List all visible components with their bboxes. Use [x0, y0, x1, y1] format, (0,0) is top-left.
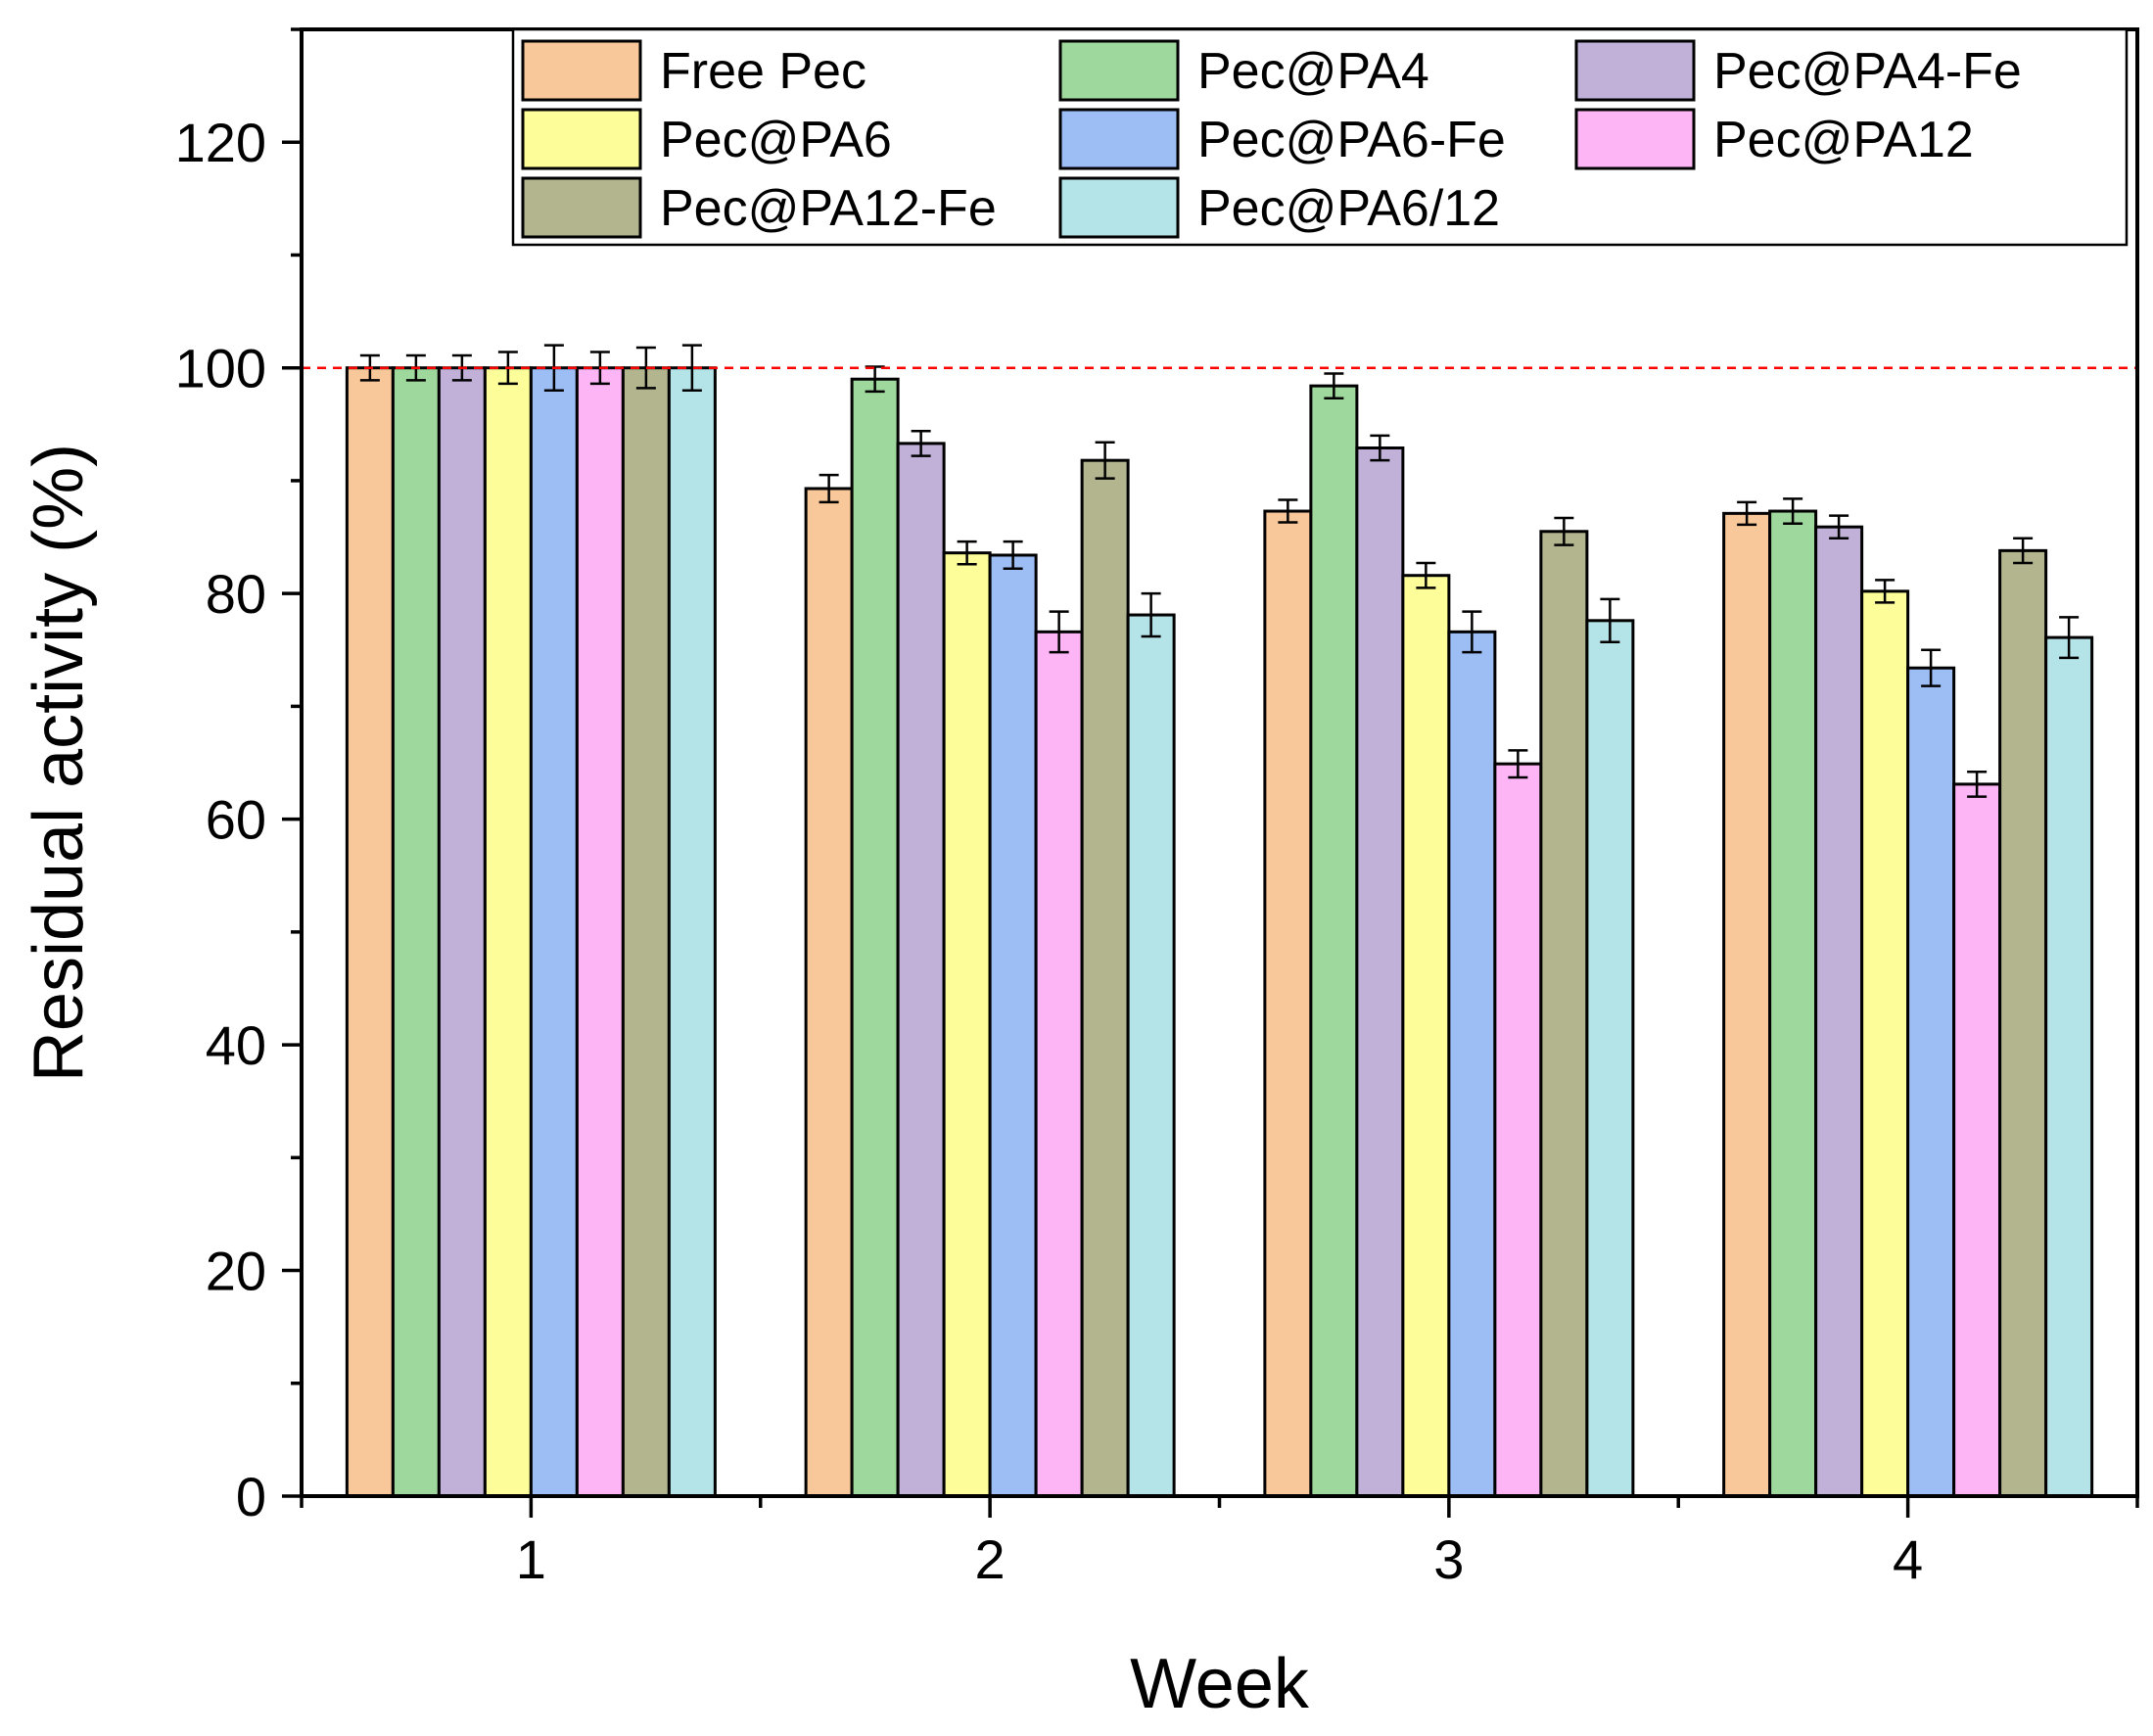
bar-week2-free-pec: [804, 487, 854, 1498]
bar-week2-pec-pa6: [942, 551, 992, 1498]
error-bar-week3-free-pec: [1278, 498, 1298, 524]
y-tick-label-20: 20: [206, 1241, 266, 1302]
error-bar-week4-pec-pa4-fe: [1829, 514, 1849, 540]
bar-week3-pec-pa6-fe: [1447, 630, 1497, 1498]
error-bar-week3-pec-pa4: [1324, 372, 1344, 400]
y-axis-title: Residual activity (%): [20, 444, 98, 1082]
x-tick-label-1: 1: [516, 1528, 546, 1590]
bar-week3-pec-pa4-fe: [1355, 446, 1405, 1498]
bar-group: [345, 366, 2094, 1498]
error-bar-week3-pec-pa12-fe: [1554, 516, 1574, 546]
bar-week4-pec-pa12: [1952, 782, 2002, 1498]
bar-week4-pec-pa4-fe: [1814, 525, 1864, 1498]
legend-swatch-pec-pa12-fe: [521, 176, 642, 239]
x-tick-label-4: 4: [1893, 1528, 1923, 1590]
error-bar-week3-pec-pa6-fe: [1462, 610, 1482, 654]
error-bar-week3-pec-pa6: [1416, 561, 1436, 589]
bar-week3-pec-pa12: [1493, 762, 1543, 1498]
error-bar-week4-pec-pa12: [1967, 770, 1988, 798]
bar-week3-free-pec: [1263, 509, 1313, 1498]
bar-week2-pec-pa4-fe: [896, 442, 946, 1498]
error-bar-week1-pec-pa12-fe: [635, 346, 656, 390]
legend-label-pec-pa6-12: Pec@PA6/12: [1197, 180, 1500, 237]
bar-week4-pec-pa6: [1860, 589, 1910, 1498]
legend-swatch-pec-pa4: [1058, 39, 1180, 102]
bar-week1-pec-pa12: [575, 366, 625, 1498]
legend-label-pec-pa4-fe: Pec@PA4-Fe: [1713, 43, 2022, 100]
bar-week4-pec-pa4: [1768, 509, 1818, 1498]
bar-week1-pec-pa6: [483, 366, 533, 1498]
bar-week3-pec-pa12-fe: [1539, 530, 1589, 1498]
bar-week2-pec-pa6-12: [1126, 613, 1176, 1498]
legend-swatch-pec-pa4-fe: [1574, 39, 1696, 102]
error-bar-week2-free-pec: [819, 473, 839, 504]
legend-label-free-pec: Free Pec: [660, 43, 866, 100]
bar-week1-pec-pa4-fe: [437, 366, 487, 1498]
error-bar-week4-pec-pa6-fe: [1921, 648, 1942, 687]
legend-swatch-pec-pa6: [521, 108, 642, 170]
error-bar-week4-pec-pa6-12: [2059, 616, 2080, 660]
legend-swatch-free-pec: [521, 39, 642, 102]
bar-week4-pec-pa12-fe: [1998, 548, 2048, 1498]
bar-week2-pec-pa12-fe: [1080, 458, 1130, 1498]
error-bar-week2-pec-pa6-fe: [1003, 540, 1023, 571]
y-tick-label-60: 60: [206, 789, 266, 851]
legend-swatch-pec-pa6-12: [1058, 176, 1180, 239]
error-bar-week4-pec-pa4: [1783, 497, 1803, 525]
legend-label-pec-pa12-fe: Pec@PA12-Fe: [660, 180, 997, 237]
error-bar-week2-pec-pa6: [957, 540, 977, 566]
bar-week2-pec-pa4: [850, 377, 900, 1498]
y-tick-label-120: 120: [175, 112, 266, 173]
legend-swatch-pec-pa12: [1574, 108, 1696, 170]
bar-week1-pec-pa6-12: [667, 366, 717, 1498]
bar-week2-pec-pa6-fe: [988, 553, 1038, 1498]
legend-label-pec-pa12: Pec@PA12: [1713, 112, 1974, 168]
error-bar-week4-pec-pa12-fe: [2013, 537, 2034, 565]
bar-week1-pec-pa12-fe: [621, 366, 671, 1498]
x-tick-labels: 1 2 3 4: [516, 1528, 1923, 1590]
error-bar-week2-pec-pa12: [1049, 610, 1069, 654]
error-bar-week1-pec-pa6-12: [681, 344, 702, 392]
error-bar-week2-pec-pa12-fe: [1095, 441, 1115, 480]
error-bar-week2-pec-pa4-fe: [911, 429, 931, 457]
y-tick-label-80: 80: [206, 563, 266, 625]
y-tick-labels: 0 20 40 60 80 100 120: [175, 112, 266, 1527]
error-bar-week4-free-pec: [1737, 500, 1757, 527]
bar-week1-pec-pa4: [391, 366, 441, 1498]
error-bar-week3-pec-pa4-fe: [1370, 434, 1390, 462]
bar-week3-pec-pa6: [1401, 574, 1451, 1498]
bar-week3-pec-pa4: [1309, 384, 1359, 1498]
bar-week1-pec-pa6-fe: [529, 366, 579, 1498]
bar-week1-free-pec: [345, 366, 395, 1498]
x-tick-label-3: 3: [1433, 1528, 1464, 1590]
bar-week3-pec-pa6-12: [1585, 619, 1635, 1498]
legend: Free Pec Pec@PA4 Pec@PA4-Fe Pec@PA6 Pec@PA6-…: [511, 27, 2129, 247]
bar-week2-pec-pa12: [1034, 630, 1084, 1498]
error-bar-week3-pec-pa12: [1508, 749, 1528, 779]
y-tick-label-0: 0: [236, 1466, 266, 1527]
error-bar-week4-pec-pa6: [1875, 579, 1896, 604]
legend-swatch-pec-pa6-fe: [1058, 108, 1180, 170]
x-axis-title: Week: [1130, 1645, 1310, 1723]
bar-week4-free-pec: [1722, 511, 1772, 1498]
bar-week4-pec-pa6-12: [2044, 635, 2094, 1498]
error-bar-week2-pec-pa6-12: [1141, 591, 1161, 638]
legend-label-pec-pa6-fe: Pec@PA6-Fe: [1197, 112, 1506, 168]
legend-label-pec-pa6: Pec@PA6: [660, 112, 892, 168]
legend-label-pec-pa4: Pec@PA4: [1197, 43, 1429, 100]
y-tick-label-100: 100: [175, 338, 266, 399]
error-bar-week3-pec-pa6-12: [1600, 597, 1620, 643]
bar-week4-pec-pa6-fe: [1906, 666, 1956, 1498]
y-tick-label-40: 40: [206, 1014, 266, 1076]
x-tick-label-2: 2: [975, 1528, 1006, 1590]
legend-box: [511, 27, 2129, 247]
